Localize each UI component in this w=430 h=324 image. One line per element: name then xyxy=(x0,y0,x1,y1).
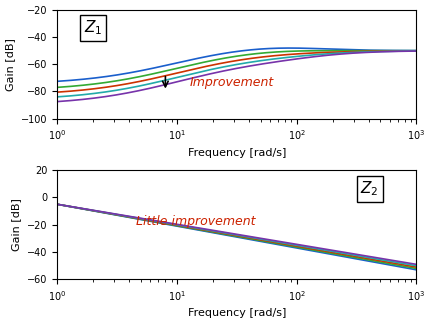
Text: $Z_1$: $Z_1$ xyxy=(84,19,102,38)
Text: Little improvement: Little improvement xyxy=(136,215,255,228)
Text: $Z_2$: $Z_2$ xyxy=(359,179,378,198)
Y-axis label: Gain [dB]: Gain [dB] xyxy=(6,38,15,91)
Y-axis label: Gain [dB]: Gain [dB] xyxy=(12,198,22,251)
X-axis label: Frequency [rad/s]: Frequency [rad/s] xyxy=(187,308,286,318)
X-axis label: Frequency [rad/s]: Frequency [rad/s] xyxy=(187,148,286,158)
Text: Improvement: Improvement xyxy=(190,76,274,89)
